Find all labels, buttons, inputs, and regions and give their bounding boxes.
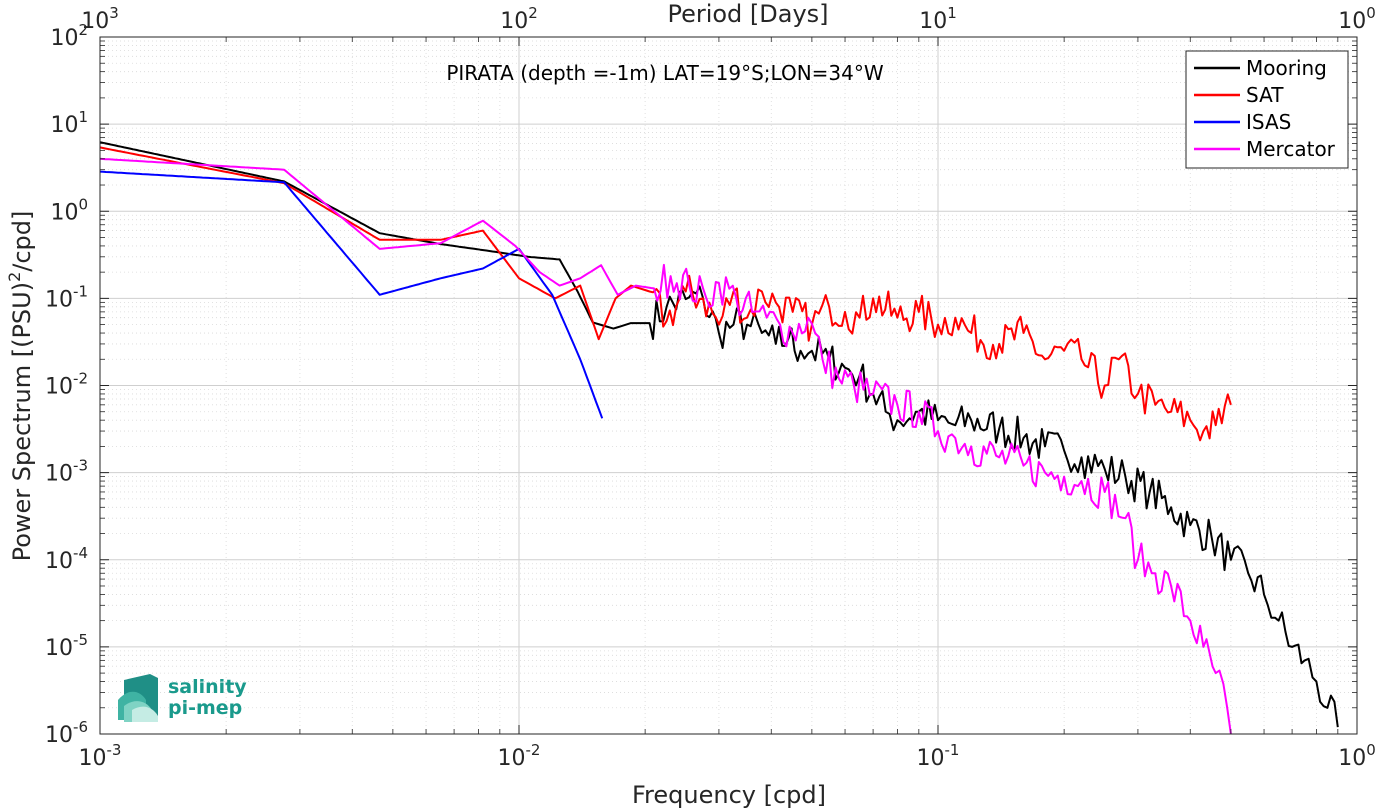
y-tick-label-base: 10	[45, 287, 73, 312]
top-x-axis-label: Period [Days]	[667, 0, 828, 28]
tick-marks	[99, 36, 1358, 735]
y-tick-label-base: 10	[45, 723, 73, 748]
logo-text-line1: salinity	[168, 676, 247, 698]
y-tick-label-exp: -5	[73, 631, 88, 649]
y-tick-label: 10-5	[45, 631, 88, 661]
logo-wave-icon	[118, 674, 158, 722]
y-tick-label-exp: 1	[78, 108, 88, 126]
top-x-tick-label-base: 10	[500, 9, 528, 34]
x-tick-label-base: 10	[498, 746, 526, 771]
y-tick-label: 100	[50, 195, 88, 225]
salinity-pi-mep-logo: salinity pi-mep	[118, 674, 247, 722]
top-x-tick-label-exp: 0	[1366, 4, 1376, 22]
top-x-tick-label-base: 10	[919, 9, 947, 34]
y-tick-label: 101	[50, 108, 88, 138]
y-tick-label-base: 10	[45, 375, 73, 400]
legend-entry-isas: ISAS	[1246, 110, 1291, 134]
y-tick-label-base: 10	[50, 26, 78, 51]
y-tick-label-exp: -1	[73, 282, 88, 300]
legend-entry-mooring: Mooring	[1246, 56, 1327, 80]
legend-entry-mercator: Mercator	[1246, 137, 1336, 161]
series-line-mooring	[99, 141, 1339, 728]
y-tick-label: 10-6	[45, 718, 88, 748]
y-tick-label-base: 10	[50, 200, 78, 225]
x-tick-label: 100	[1338, 741, 1376, 771]
x-tick-label-base: 10	[1338, 746, 1366, 771]
y-tick-label: 10-4	[45, 544, 88, 574]
y-tick-label: 10-2	[45, 370, 88, 400]
y-axis-label-tail: /cpd]	[8, 211, 36, 272]
y-tick-label-exp: 0	[78, 195, 88, 213]
top-x-tick-label-base: 10	[1338, 9, 1366, 34]
y-tick-label-exp: -3	[73, 457, 88, 475]
y-tick-label-exp: 2	[78, 21, 88, 39]
legend-entry-sat: SAT	[1246, 83, 1284, 107]
x-tick-label-exp: -3	[107, 741, 122, 759]
top-x-tick-label-exp: 3	[109, 4, 119, 22]
x-axis-label: Frequency [cpd]	[632, 781, 826, 809]
y-axis-label-sup: 2	[5, 272, 24, 282]
x-tick-label: 10-1	[917, 741, 960, 771]
y-tick-label-base: 10	[45, 636, 73, 661]
top-x-tick-label-exp: 2	[528, 4, 538, 22]
y-tick-label: 10-3	[45, 457, 88, 487]
x-tick-label-base: 10	[917, 746, 945, 771]
y-tick-label-exp: -2	[73, 370, 88, 388]
x-tick-label: 10-2	[498, 741, 541, 771]
y-tick-label: 102	[50, 21, 88, 51]
top-x-tick-label: 103	[81, 4, 119, 34]
top-x-tick-label: 100	[1338, 4, 1376, 34]
series-line-mercator	[99, 157, 1232, 735]
y-tick-label-base: 10	[45, 462, 73, 487]
y-tick-label-base: 10	[45, 549, 73, 574]
x-tick-label-exp: -2	[526, 741, 541, 759]
y-tick-label-exp: -6	[73, 718, 88, 736]
top-x-tick-label: 102	[500, 4, 538, 34]
x-tick-label-base: 10	[79, 746, 107, 771]
x-tick-label: 10-3	[79, 741, 122, 771]
y-tick-label: 10-1	[45, 282, 88, 312]
legend: Mooring SAT ISAS Mercator	[1185, 50, 1349, 169]
y-tick-label-base: 10	[50, 113, 78, 138]
y-axis-label: Power Spectrum [(PSU)2/cpd]	[5, 211, 36, 562]
top-x-tick-label-exp: 1	[947, 4, 957, 22]
y-tick-label-exp: -4	[73, 544, 88, 562]
logo-text-line2: pi-mep	[168, 697, 242, 719]
top-x-tick-label-base: 10	[81, 9, 109, 34]
top-x-tick-label: 101	[919, 4, 957, 34]
x-tick-label-exp: 0	[1366, 741, 1376, 759]
chart-title: PIRATA (depth =-1m) LAT=19°S;LON=34°W	[446, 61, 884, 85]
series-lines	[99, 141, 1339, 735]
y-axis-label-main: Power Spectrum [(PSU)	[8, 282, 36, 561]
x-tick-label-exp: -1	[945, 741, 960, 759]
